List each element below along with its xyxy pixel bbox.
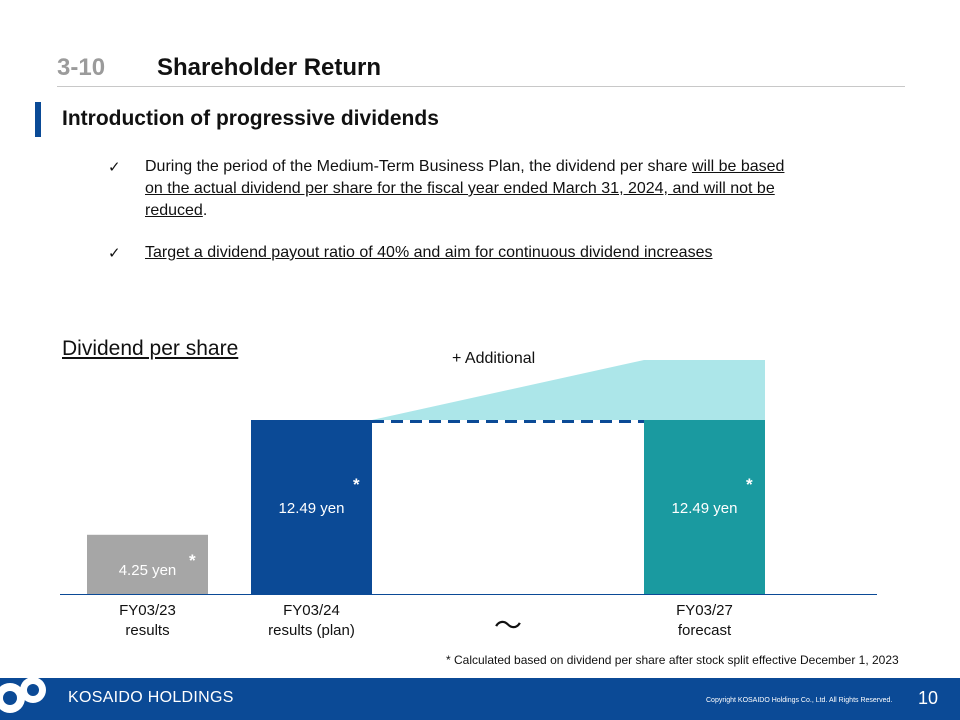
chart-title: Dividend per share: [62, 337, 239, 360]
category-label-fy03-24: FY03/24 results (plan): [268, 602, 355, 639]
subheading-accent-bar: [35, 102, 41, 137]
bar-fy03-23: [87, 534, 208, 594]
bullet-text-underlined: Target a dividend payout ratio of 40% an…: [145, 244, 713, 261]
period-break-symbol: ～: [494, 610, 523, 641]
brand-name: KOSAIDO HOLDINGS: [68, 689, 234, 706]
check-icon: ✓: [108, 159, 121, 176]
kosaido-logo-icon: [0, 677, 46, 713]
page-title: Shareholder Return: [157, 54, 382, 81]
page-number: 10: [918, 688, 939, 708]
bar-value-label: 4.25 yen: [118, 562, 177, 580]
check-icon: ✓: [108, 245, 121, 262]
bullet-text: During the period of the Medium-Term Bus…: [145, 158, 692, 175]
bullet-text: .: [202, 202, 208, 219]
bar-fy03-24: [251, 420, 372, 594]
asterisk-mark: *: [746, 475, 753, 495]
copyright-text: Copyright KOSAIDO Holdings Co., Ltd. All…: [706, 697, 893, 704]
asterisk-mark: *: [353, 475, 360, 495]
bullet-payout-ratio: Target a dividend payout ratio of 40% an…: [145, 242, 712, 264]
bar-value-label: 12.49 yen: [278, 500, 345, 518]
additional-annotation: + Additional: [452, 350, 536, 367]
footer-bar: [0, 678, 960, 720]
category-label-fy03-23: FY03/23 results: [119, 602, 176, 639]
category-label-fy03-27: FY03/27 forecast: [676, 602, 733, 639]
additional-increase-area: [372, 360, 765, 420]
section-number: 3-10: [57, 54, 106, 81]
header-divider: [57, 86, 905, 87]
bullet-text-underlined: reduced: [145, 202, 203, 219]
bullet-text-underlined: on the actual dividend per share for the…: [145, 180, 775, 197]
bar-fy03-27: [644, 420, 765, 594]
asterisk-mark: *: [189, 550, 196, 570]
bullet-text-underlined: will be based: [691, 158, 785, 175]
bullet-medium-term-plan: During the period of the Medium-Term Bus…: [145, 156, 885, 222]
bar-value-label: 12.49 yen: [671, 500, 738, 518]
subheading: Introduction of progressive dividends: [62, 107, 439, 130]
footnote: * Calculated based on dividend per share…: [446, 653, 899, 667]
